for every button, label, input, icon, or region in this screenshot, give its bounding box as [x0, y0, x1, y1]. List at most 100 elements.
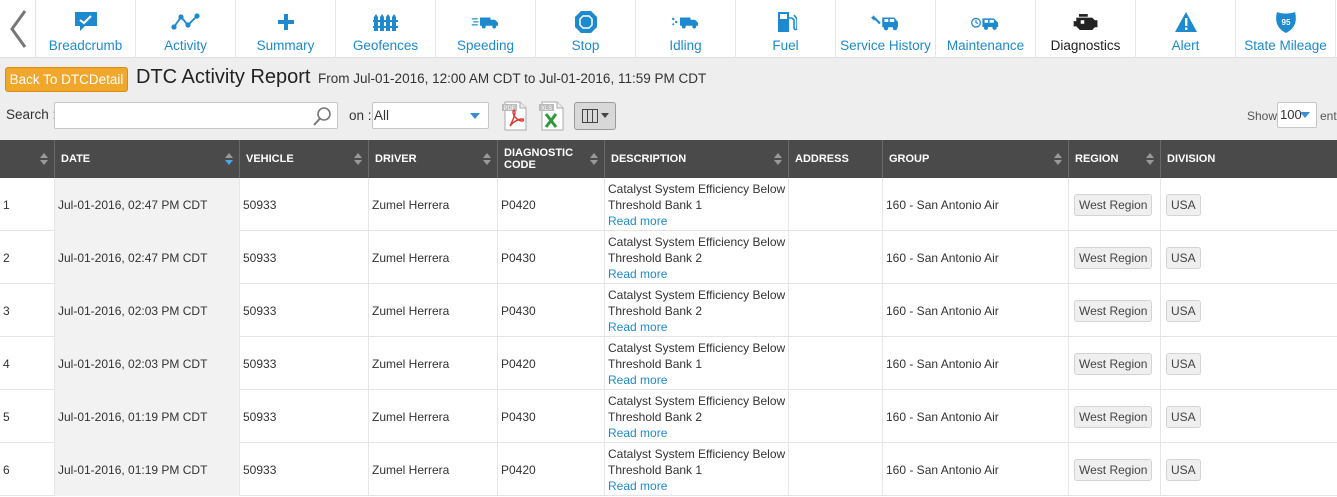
nav-alert[interactable]: Alert: [1136, 0, 1236, 58]
cell-diagnostic-code: P0420: [498, 443, 605, 496]
region-tag[interactable]: West Region: [1074, 193, 1153, 216]
region-tag[interactable]: West Region: [1074, 299, 1153, 322]
table-row[interactable]: 6 Jul-01-2016, 01:19 PM CDT 50933 Zumel …: [0, 443, 1337, 496]
nav-breadcrumb[interactable]: Breadcrumb: [36, 0, 136, 58]
table-row[interactable]: 1 Jul-01-2016, 02:47 PM CDT 50933 Zumel …: [0, 178, 1337, 231]
division-tag[interactable]: USA: [1166, 193, 1201, 216]
read-more-link[interactable]: Read more: [608, 372, 668, 387]
cell-diagnostic-code: P0430: [498, 390, 605, 443]
pdf-icon-text: PDF: [504, 106, 516, 112]
sort-icon: [1146, 153, 1154, 165]
cell-region: West Region: [1069, 178, 1161, 231]
cell-address: [789, 337, 883, 390]
column-header-driver[interactable]: DRIVER: [369, 140, 498, 178]
cell-division: USA: [1161, 284, 1337, 337]
nav-speeding[interactable]: Speeding: [436, 0, 536, 58]
column-header-division[interactable]: DIVISION: [1167, 153, 1216, 165]
region-tag[interactable]: West Region: [1074, 246, 1153, 269]
cell-index: 4: [0, 337, 55, 390]
region-tag[interactable]: West Region: [1074, 458, 1153, 481]
cell-description: Catalyst System Efficiency Below Thresho…: [605, 337, 789, 390]
nav-service-history[interactable]: Service History: [836, 0, 936, 58]
division-tag[interactable]: USA: [1166, 299, 1201, 322]
stop-hexagon-icon: [571, 9, 601, 35]
columns-icon: [581, 109, 598, 123]
nav-label: State Mileage: [1244, 38, 1327, 53]
cell-group: 160 - San Antonio Air: [883, 178, 1069, 231]
nav-maintenance[interactable]: Maintenance: [936, 0, 1036, 58]
cell-index: 1: [0, 178, 55, 231]
cell-vehicle: 50933: [240, 284, 369, 337]
search-input[interactable]: [54, 102, 338, 129]
nav-label: Stop: [571, 38, 600, 53]
division-tag[interactable]: USA: [1166, 458, 1201, 481]
page-size-value: 100: [1280, 107, 1302, 122]
column-header-description[interactable]: DESCRIPTION: [605, 140, 789, 178]
nav-label: Breadcrumb: [48, 38, 123, 53]
cell-group: 160 - San Antonio Air: [883, 284, 1069, 337]
export-xls-button[interactable]: XLS: [538, 101, 566, 131]
nav-activity[interactable]: Activity: [136, 0, 236, 58]
page-size-select[interactable]: 100: [1277, 102, 1317, 128]
nav-geofences[interactable]: Geofences: [336, 0, 436, 58]
back-to-dtc-detail-button[interactable]: Back To DTCDetail: [5, 67, 128, 92]
export-pdf-button[interactable]: PDF: [501, 101, 529, 131]
fuel-pump-icon: [771, 9, 801, 35]
column-header-vehicle[interactable]: VEHICLE: [240, 140, 369, 178]
cell-diagnostic-code: P0420: [498, 178, 605, 231]
table-row[interactable]: 3 Jul-01-2016, 02:03 PM CDT 50933 Zumel …: [0, 284, 1337, 337]
column-header-index[interactable]: [0, 140, 55, 178]
nav-back-button[interactable]: [0, 0, 36, 58]
table-row[interactable]: 4 Jul-01-2016, 02:03 PM CDT 50933 Zumel …: [0, 337, 1337, 390]
nav-idling[interactable]: Idling: [636, 0, 736, 58]
cell-index: 3: [0, 284, 55, 337]
cell-date: Jul-01-2016, 02:47 PM CDT: [55, 178, 240, 231]
cell-date: Jul-01-2016, 02:03 PM CDT: [55, 284, 240, 337]
sort-icon: [774, 153, 782, 165]
nav-diagnostics[interactable]: Diagnostics: [1036, 0, 1136, 58]
nav-label: Alert: [1171, 38, 1200, 53]
cell-vehicle: 50933: [240, 337, 369, 390]
nav-state-mileage[interactable]: 95 State Mileage: [1236, 0, 1336, 58]
division-tag[interactable]: USA: [1166, 405, 1201, 428]
search-label: Search :: [6, 107, 57, 122]
speeding-truck-icon: [471, 9, 501, 35]
cell-description: Catalyst System Efficiency Below Thresho…: [605, 443, 789, 496]
region-tag[interactable]: West Region: [1074, 352, 1153, 375]
summary-plus-icon: [271, 9, 301, 35]
read-more-link[interactable]: Read more: [608, 319, 668, 334]
division-tag[interactable]: USA: [1166, 246, 1201, 269]
page-title: DTC Activity Report From Jul-01-2016, 12…: [136, 66, 706, 89]
caret-down-icon: [470, 113, 480, 119]
read-more-link[interactable]: Read more: [608, 478, 668, 493]
show-entries-label: Show: [1247, 109, 1278, 123]
division-tag[interactable]: USA: [1166, 352, 1201, 375]
read-more-link[interactable]: Read more: [608, 213, 668, 228]
column-header-diagnostic-code[interactable]: DIAGNOSTIC CODE: [498, 140, 605, 178]
column-header-region[interactable]: REGION: [1069, 140, 1161, 178]
nav-fuel[interactable]: Fuel: [736, 0, 836, 58]
column-chooser-button[interactable]: [574, 102, 616, 130]
column-header-date[interactable]: DATE: [55, 140, 240, 178]
geofence-icon: [371, 9, 401, 35]
search-scope-label: on :: [349, 108, 372, 123]
cell-region: West Region: [1069, 231, 1161, 284]
nav-stop[interactable]: Stop: [536, 0, 636, 58]
cell-region: West Region: [1069, 337, 1161, 390]
table-row[interactable]: 2 Jul-01-2016, 02:47 PM CDT 50933 Zumel …: [0, 231, 1337, 284]
cell-driver: Zumel Herrera: [369, 284, 498, 337]
region-tag[interactable]: West Region: [1074, 405, 1153, 428]
column-header-group[interactable]: GROUP: [883, 140, 1069, 178]
nav-summary[interactable]: Summary: [236, 0, 336, 58]
column-header-address[interactable]: ADDRESS: [789, 140, 883, 178]
search-icon[interactable]: [312, 105, 334, 127]
cell-diagnostic-code: P0420: [498, 337, 605, 390]
cell-group: 160 - San Antonio Air: [883, 337, 1069, 390]
table-row[interactable]: 5 Jul-01-2016, 01:19 PM CDT 50933 Zumel …: [0, 390, 1337, 443]
search-scope-select[interactable]: All: [372, 102, 489, 129]
read-more-link[interactable]: Read more: [608, 425, 668, 440]
cell-address: [789, 284, 883, 337]
cell-index: 5: [0, 390, 55, 443]
read-more-link[interactable]: Read more: [608, 266, 668, 281]
sort-icon: [590, 153, 598, 165]
